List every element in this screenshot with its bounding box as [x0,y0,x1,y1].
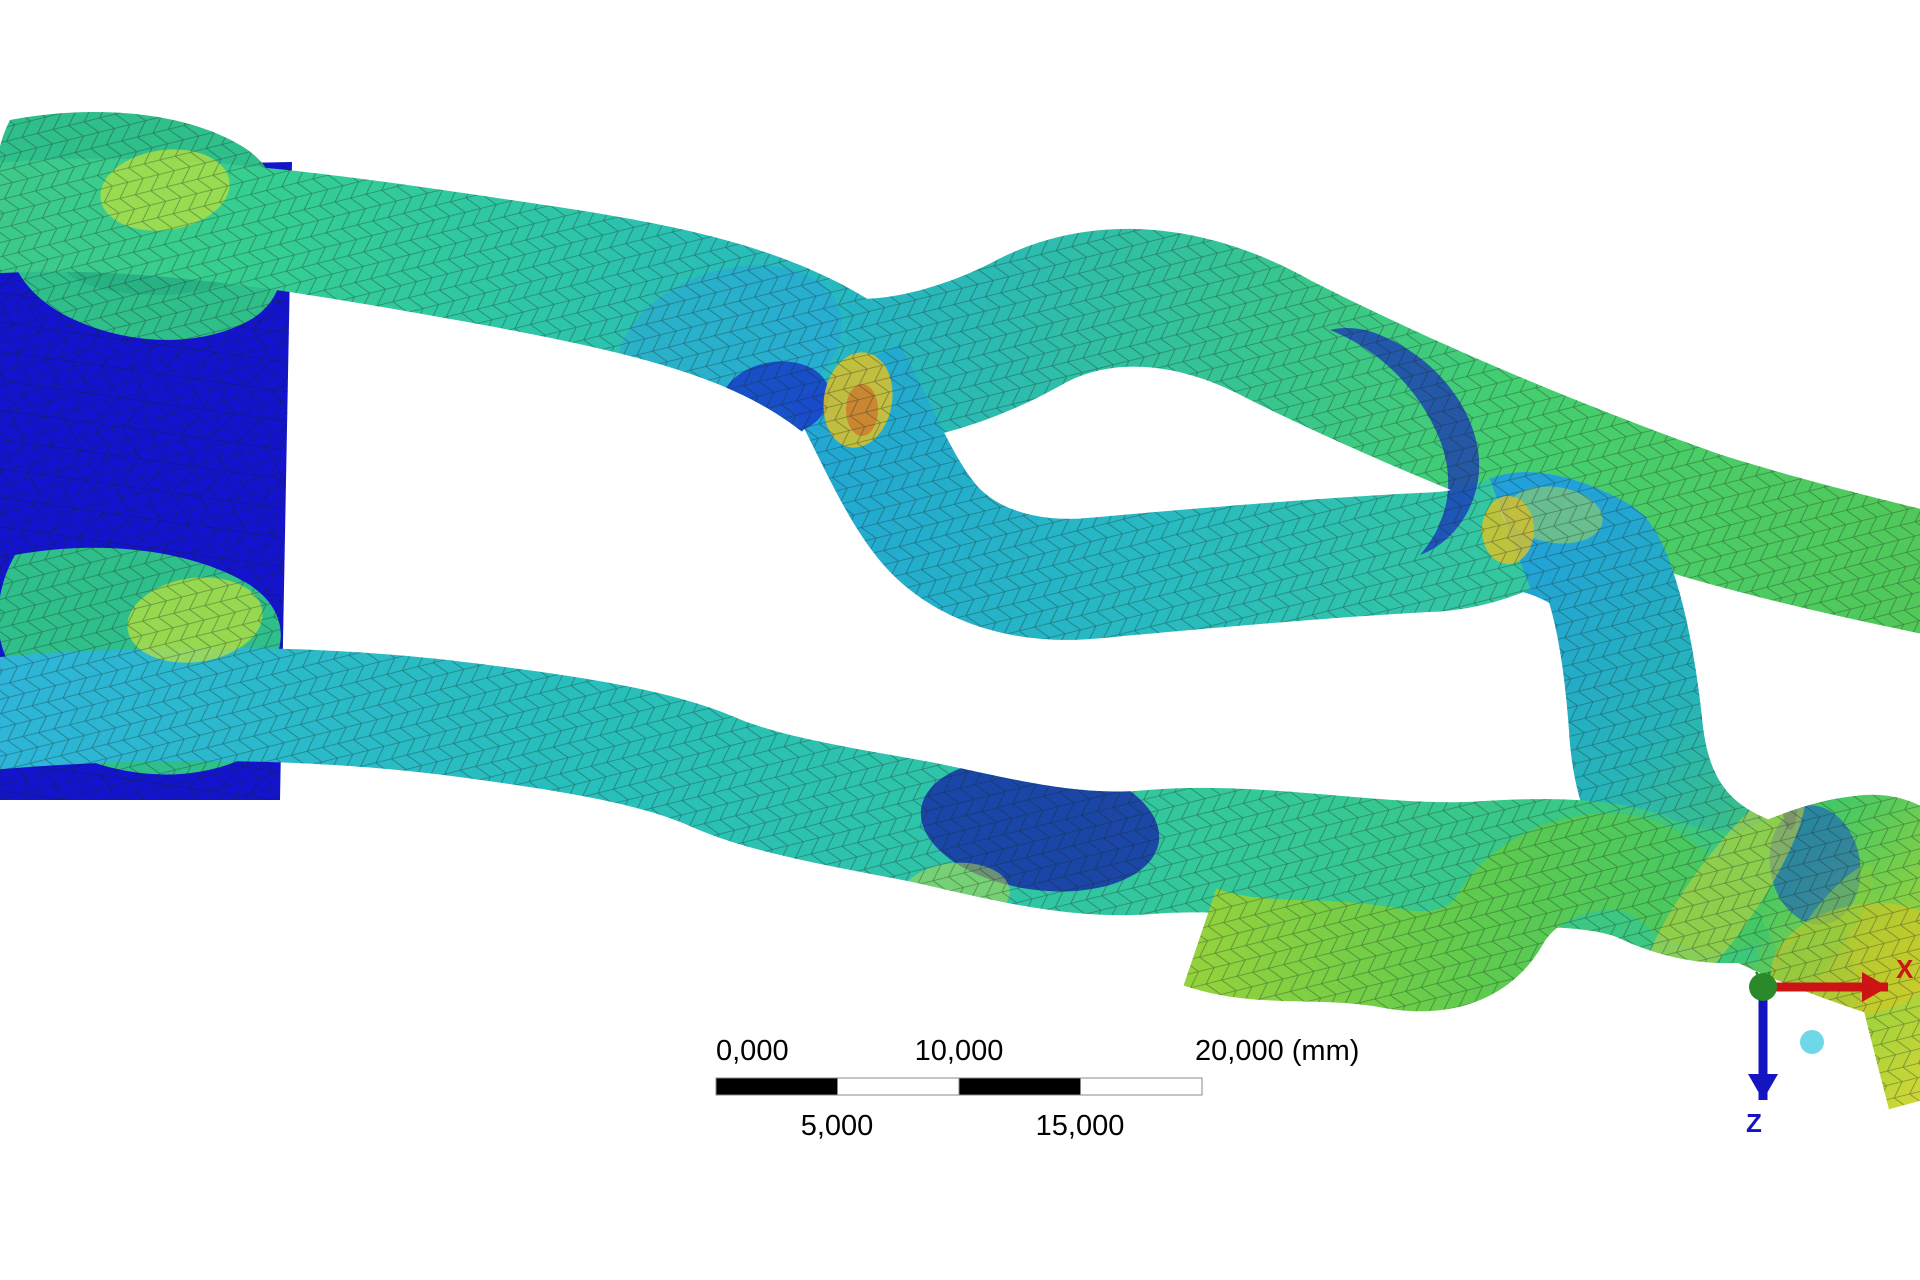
svg-text:0,000: 0,000 [716,1035,789,1067]
svg-text:10,000: 10,000 [915,1035,1004,1067]
svg-text:5,000: 5,000 [801,1110,874,1142]
svg-text:20,000 (mm): 20,000 (mm) [1195,1035,1359,1067]
svg-text:15,000: 15,000 [1036,1110,1125,1142]
svg-text:Z: Z [1746,1108,1762,1138]
svg-text:X: X [1896,954,1914,984]
